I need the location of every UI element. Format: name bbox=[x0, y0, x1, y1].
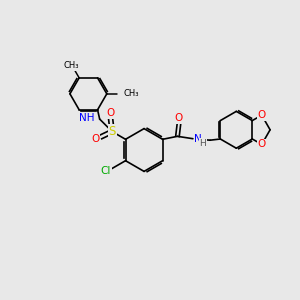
Text: O: O bbox=[258, 140, 266, 149]
Text: NH: NH bbox=[79, 112, 94, 123]
Text: O: O bbox=[258, 110, 266, 120]
Text: H: H bbox=[200, 139, 206, 148]
Text: Cl: Cl bbox=[100, 166, 111, 176]
Text: CH₃: CH₃ bbox=[63, 61, 79, 70]
Text: N: N bbox=[194, 134, 202, 144]
Text: O: O bbox=[92, 134, 100, 144]
Text: CH₃: CH₃ bbox=[124, 89, 139, 98]
Text: O: O bbox=[175, 113, 183, 123]
Text: O: O bbox=[106, 108, 115, 118]
Text: S: S bbox=[109, 125, 116, 138]
